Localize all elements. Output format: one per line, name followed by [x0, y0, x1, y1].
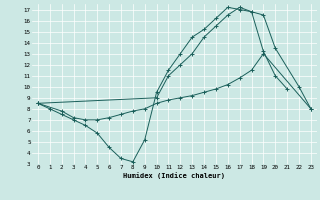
X-axis label: Humidex (Indice chaleur): Humidex (Indice chaleur) [124, 172, 225, 179]
